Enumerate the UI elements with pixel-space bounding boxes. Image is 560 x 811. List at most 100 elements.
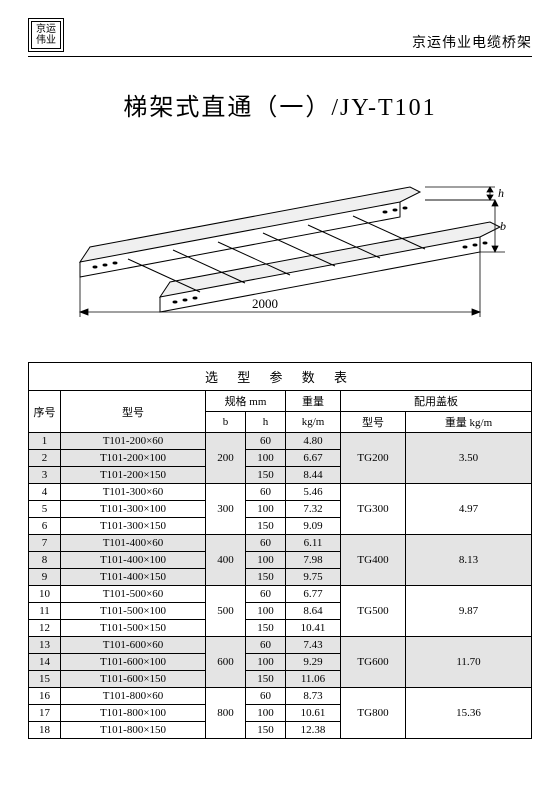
- cell-model: T101-600×100: [61, 654, 206, 671]
- table-row: 1T101-200×60200604.80TG2003.50: [29, 433, 532, 450]
- cell-weight: 6.77: [286, 586, 341, 603]
- cell-model: T101-300×100: [61, 501, 206, 518]
- cell-b: 400: [206, 535, 246, 586]
- cell-cover-weight: 11.70: [406, 637, 532, 688]
- th-kgm: kg/m: [286, 412, 341, 433]
- th-cover: 配用盖板: [341, 391, 532, 412]
- cell-model: T101-200×60: [61, 433, 206, 450]
- cell-h: 150: [246, 518, 286, 535]
- cell-weight: 7.43: [286, 637, 341, 654]
- cell-cover-weight: 4.97: [406, 484, 532, 535]
- th-spec: 规格 mm: [206, 391, 286, 412]
- page-title: 梯架式直通（一）/JY-T101: [28, 87, 532, 122]
- cell-model: T101-800×60: [61, 688, 206, 705]
- th-cover-model: 型号: [341, 412, 406, 433]
- cell-model: T101-500×100: [61, 603, 206, 620]
- cell-index: 6: [29, 518, 61, 535]
- cell-cover-weight: 9.87: [406, 586, 532, 637]
- cell-cover-weight: 15.36: [406, 688, 532, 739]
- cell-h: 100: [246, 552, 286, 569]
- table-row: 7T101-400×60400606.11TG4008.13: [29, 535, 532, 552]
- cell-index: 5: [29, 501, 61, 518]
- cell-h: 150: [246, 722, 286, 739]
- cell-h: 150: [246, 467, 286, 484]
- cell-index: 18: [29, 722, 61, 739]
- cell-model: T101-600×60: [61, 637, 206, 654]
- table-row: 16T101-800×60800608.73TG80015.36: [29, 688, 532, 705]
- cell-h: 150: [246, 620, 286, 637]
- table-row: 13T101-600×60600607.43TG60011.70: [29, 637, 532, 654]
- cell-model: T101-400×150: [61, 569, 206, 586]
- cell-model: T101-400×60: [61, 535, 206, 552]
- cell-model: T101-200×100: [61, 450, 206, 467]
- cell-cover-weight: 3.50: [406, 433, 532, 484]
- cell-weight: 9.29: [286, 654, 341, 671]
- page: 京运 伟业 京运伟业电缆桥架 梯架式直通（一）/JY-T101: [0, 0, 560, 759]
- cell-h: 100: [246, 501, 286, 518]
- cell-h: 150: [246, 569, 286, 586]
- cell-h: 60: [246, 688, 286, 705]
- cell-h: 100: [246, 654, 286, 671]
- cell-index: 3: [29, 467, 61, 484]
- cell-h: 150: [246, 671, 286, 688]
- spec-table: 选 型 参 数 表 序号 型号 规格 mm 重量 配用盖板 b h kg/m 型…: [28, 362, 532, 739]
- cell-weight: 8.73: [286, 688, 341, 705]
- cell-weight: 10.41: [286, 620, 341, 637]
- cell-index: 16: [29, 688, 61, 705]
- cell-index: 4: [29, 484, 61, 501]
- cell-weight: 11.06: [286, 671, 341, 688]
- table-row: 4T101-300×60300605.46TG3004.97: [29, 484, 532, 501]
- cell-model: T101-400×100: [61, 552, 206, 569]
- th-h: h: [246, 412, 286, 433]
- cell-h: 100: [246, 705, 286, 722]
- cell-b: 500: [206, 586, 246, 637]
- cell-index: 14: [29, 654, 61, 671]
- cell-model: T101-800×150: [61, 722, 206, 739]
- cell-weight: 9.09: [286, 518, 341, 535]
- cell-weight: 8.64: [286, 603, 341, 620]
- logo-line1: 京运: [36, 24, 56, 35]
- cell-index: 13: [29, 637, 61, 654]
- cell-index: 7: [29, 535, 61, 552]
- cell-index: 1: [29, 433, 61, 450]
- cell-index: 8: [29, 552, 61, 569]
- cell-cover-model: TG300: [341, 484, 406, 535]
- cell-b: 800: [206, 688, 246, 739]
- cell-weight: 7.32: [286, 501, 341, 518]
- cell-b: 600: [206, 637, 246, 688]
- cell-index: 2: [29, 450, 61, 467]
- th-model: 型号: [61, 391, 206, 433]
- cell-h: 60: [246, 637, 286, 654]
- cell-model: T101-200×150: [61, 467, 206, 484]
- cell-h: 60: [246, 433, 286, 450]
- cell-weight: 8.44: [286, 467, 341, 484]
- cell-model: T101-800×100: [61, 705, 206, 722]
- cell-h: 100: [246, 450, 286, 467]
- page-header: 京运 伟业 京运伟业电缆桥架: [28, 18, 532, 57]
- cell-h: 100: [246, 603, 286, 620]
- cell-weight: 6.11: [286, 535, 341, 552]
- cell-index: 11: [29, 603, 61, 620]
- cell-weight: 4.80: [286, 433, 341, 450]
- cell-weight: 9.75: [286, 569, 341, 586]
- dim-length-label: 2000: [252, 296, 278, 311]
- cell-model: T101-300×150: [61, 518, 206, 535]
- cell-b: 200: [206, 433, 246, 484]
- cell-weight: 6.67: [286, 450, 341, 467]
- cell-cover-model: TG400: [341, 535, 406, 586]
- cell-weight: 12.38: [286, 722, 341, 739]
- cell-cover-model: TG800: [341, 688, 406, 739]
- cell-model: T101-300×60: [61, 484, 206, 501]
- cell-model: T101-500×150: [61, 620, 206, 637]
- th-b: b: [206, 412, 246, 433]
- technical-drawing: h b 2000: [28, 142, 532, 322]
- company-name: 京运伟业电缆桥架: [412, 32, 532, 52]
- table-row: 10T101-500×60500606.77TG5009.87: [29, 586, 532, 603]
- cell-index: 9: [29, 569, 61, 586]
- cell-model: T101-600×150: [61, 671, 206, 688]
- cell-cover-model: TG200: [341, 433, 406, 484]
- dim-b-label: b: [500, 219, 506, 233]
- cell-cover-model: TG600: [341, 637, 406, 688]
- logo-line2: 伟业: [36, 35, 56, 46]
- cell-weight: 5.46: [286, 484, 341, 501]
